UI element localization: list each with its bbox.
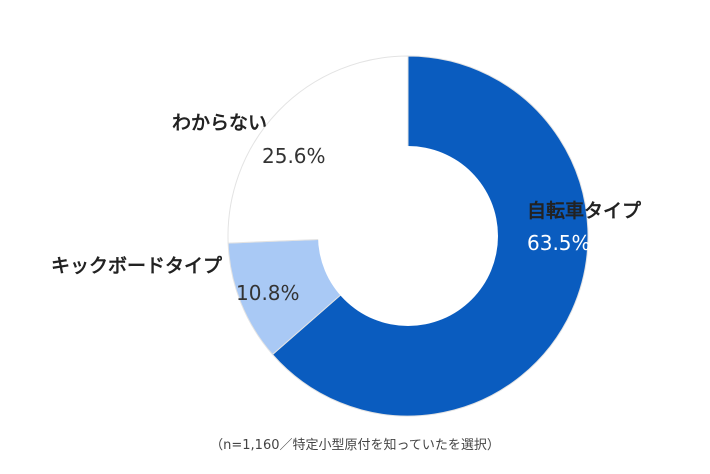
slice-label-bicycle: 自転車タイプ [527,199,642,222]
sample-note: （n=1,160／特定小型原付を知っていたを選択） [210,438,500,453]
donut-hole [318,146,498,326]
slice-label-unknown: わからない [172,112,267,134]
slice-value-kickboard: 10.8% [236,281,300,305]
slice-value-bicycle: 63.5% [527,231,591,255]
slice-value-unknown: 25.6% [262,144,326,168]
slice-label-kickboard: キックボードタイプ [51,254,223,277]
